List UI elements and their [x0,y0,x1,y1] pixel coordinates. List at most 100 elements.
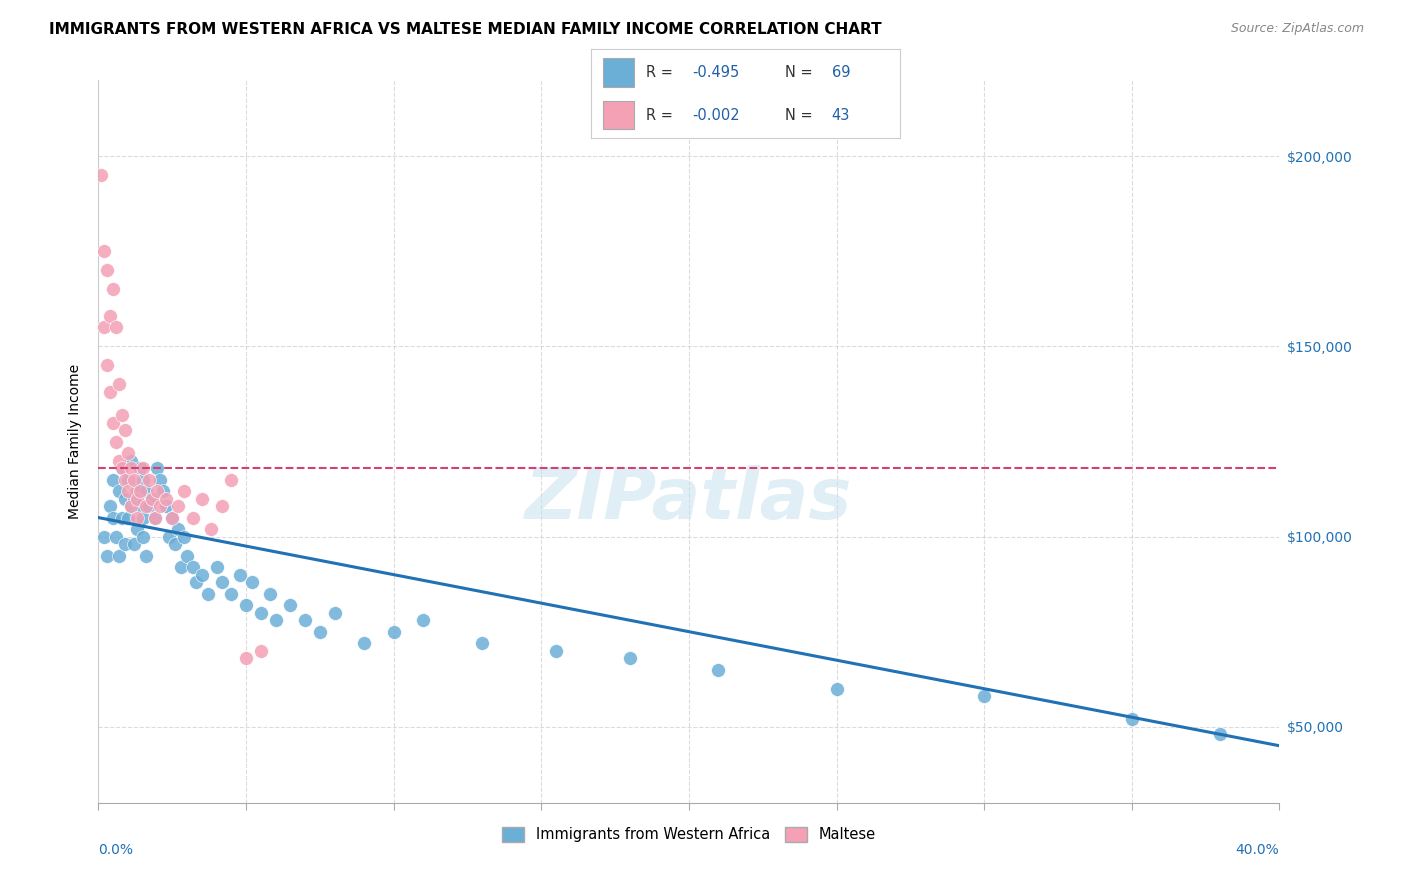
Point [146,461,169,475]
Text: 43: 43 [832,108,851,122]
Point [114,473,136,487]
Point [108,483,131,498]
Point [125,491,148,506]
Point [149,499,172,513]
Point [181,560,204,574]
Point [143,510,166,524]
Text: -0.002: -0.002 [693,108,740,122]
Point [117,483,139,498]
Point [111,408,134,422]
Point [191,491,214,506]
Point [128,499,150,513]
Point [117,473,139,487]
Point [122,473,145,487]
Point [125,522,148,536]
FancyBboxPatch shape [603,58,634,87]
Text: ZIPatlas: ZIPatlas [526,465,852,533]
Point [162,510,183,524]
Point [132,530,155,544]
Point [125,510,148,524]
Text: 69: 69 [832,65,851,79]
Point [173,530,195,544]
Point [98,309,121,323]
Point [471,636,494,650]
Point [382,624,405,639]
Point [167,522,190,536]
Point [309,624,332,639]
Point [132,473,155,487]
Point [200,522,222,536]
Point [1209,727,1232,741]
Point [114,491,136,506]
Text: R =: R = [647,108,678,122]
Point [191,567,214,582]
Point [546,643,568,657]
Text: N =: N = [786,65,818,79]
Point [96,263,118,277]
Point [250,643,273,657]
Point [135,549,157,563]
Point [412,613,434,627]
Point [132,510,155,524]
Point [229,567,252,582]
Point [146,483,169,498]
Point [108,377,131,392]
Point [114,537,136,551]
Text: -0.495: -0.495 [693,65,740,79]
Point [197,587,219,601]
Text: N =: N = [786,108,818,122]
Text: R =: R = [647,65,678,79]
Point [138,473,160,487]
Point [221,587,243,601]
Point [135,483,157,498]
Point [122,537,145,551]
Point [138,499,160,513]
FancyBboxPatch shape [603,101,634,129]
Point [103,282,125,296]
Point [96,549,118,563]
Point [125,483,148,498]
Point [250,606,273,620]
Point [165,537,187,551]
Point [128,483,150,498]
Point [211,575,233,590]
Point [825,681,848,696]
Point [103,416,125,430]
Point [111,461,134,475]
Point [90,169,112,183]
Point [117,446,139,460]
Point [98,499,121,513]
Point [162,510,183,524]
Legend: Immigrants from Western Africa, Maltese: Immigrants from Western Africa, Maltese [495,820,883,850]
Point [1121,712,1143,726]
Point [280,598,302,612]
Point [235,651,257,665]
Point [117,510,139,524]
Point [173,483,195,498]
Point [111,461,134,475]
Point [294,613,316,627]
Point [619,651,641,665]
Point [353,636,375,650]
Point [93,244,115,259]
Point [120,453,142,467]
Point [120,499,142,513]
Point [105,320,128,334]
Point [170,560,193,574]
Point [98,385,121,400]
Text: IMMIGRANTS FROM WESTERN AFRICA VS MALTESE MEDIAN FAMILY INCOME CORRELATION CHART: IMMIGRANTS FROM WESTERN AFRICA VS MALTES… [49,22,882,37]
Point [143,510,166,524]
Text: 40.0%: 40.0% [1236,843,1279,856]
Point [128,461,150,475]
Point [120,499,142,513]
Y-axis label: Median Family Income: Median Family Income [69,364,83,519]
Point [240,575,263,590]
Point [259,587,281,601]
Point [108,453,131,467]
Point [264,613,287,627]
Point [149,473,172,487]
Point [707,663,730,677]
Point [176,549,198,563]
Point [93,320,115,334]
Point [103,473,125,487]
